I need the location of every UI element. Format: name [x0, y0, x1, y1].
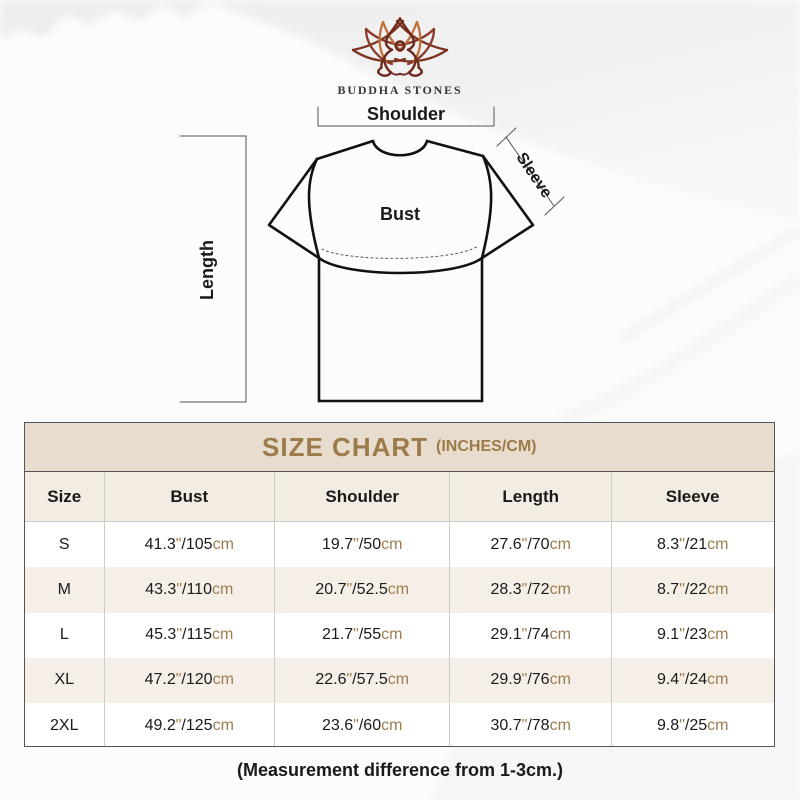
- svg-text:Shoulder: Shoulder: [367, 104, 445, 124]
- svg-text:Length: Length: [197, 240, 217, 300]
- svg-text:Bust: Bust: [380, 204, 420, 224]
- svg-text:Sleeve: Sleeve: [513, 150, 556, 202]
